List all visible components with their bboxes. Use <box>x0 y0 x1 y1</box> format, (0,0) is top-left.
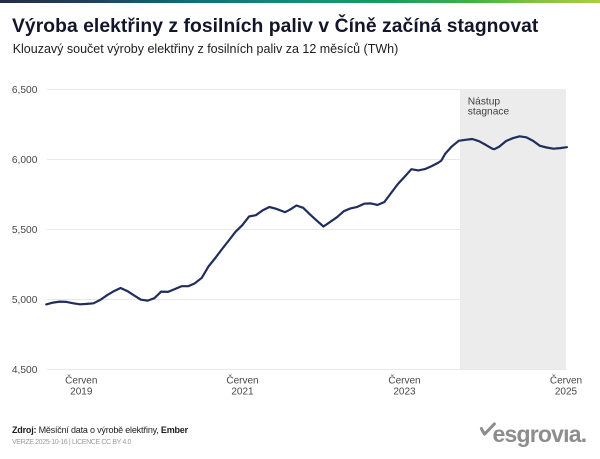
svg-text:Červen: Červen <box>550 373 582 386</box>
svg-text:stagnace: stagnace <box>468 107 510 118</box>
svg-text:2019: 2019 <box>70 386 93 397</box>
svg-text:Nástup: Nástup <box>468 97 501 108</box>
svg-text:6,500: 6,500 <box>12 85 38 96</box>
svg-text:2023: 2023 <box>393 386 416 397</box>
svg-text:Červen: Červen <box>226 373 258 386</box>
svg-text:5,500: 5,500 <box>12 225 38 236</box>
svg-text:Červen: Červen <box>65 373 97 386</box>
svg-text:2025: 2025 <box>555 386 578 397</box>
svg-text:2021: 2021 <box>231 386 254 397</box>
svg-text:Červen: Červen <box>388 373 420 386</box>
svg-text:6,000: 6,000 <box>12 155 38 166</box>
svg-text:5,000: 5,000 <box>12 295 38 306</box>
svg-text:4,500: 4,500 <box>12 365 38 376</box>
